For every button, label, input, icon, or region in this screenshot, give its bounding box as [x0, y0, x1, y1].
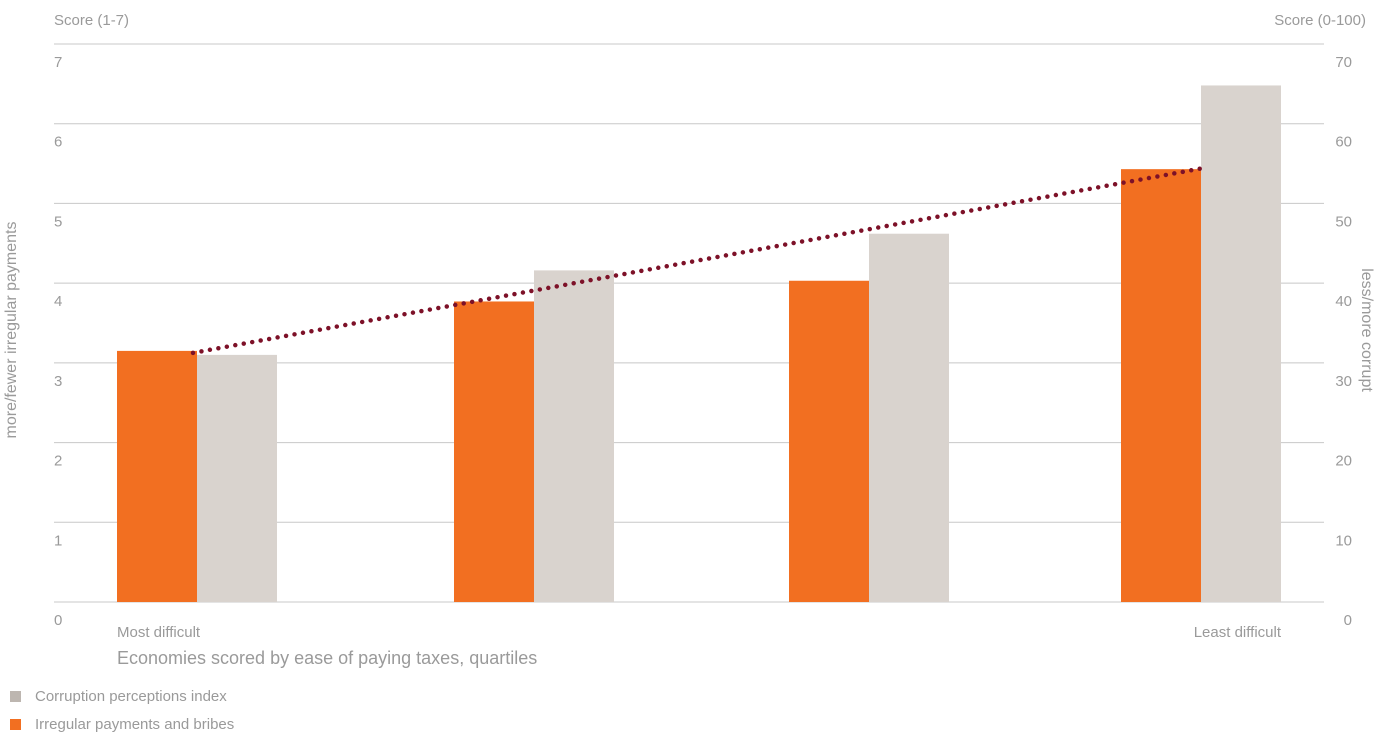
bar-cpi-1: [534, 270, 614, 602]
legend-label-cpi: Corruption perceptions index: [35, 687, 227, 705]
right-tick-label: 70: [1335, 54, 1352, 71]
left-tick-label: 3: [54, 373, 62, 390]
right-tick-label: 30: [1335, 373, 1352, 390]
left-tick-label: 6: [54, 134, 62, 151]
legend-item-cpi: Corruption perceptions index: [10, 682, 234, 710]
legend-label-bribes: Irregular payments and bribes: [35, 715, 235, 733]
right-axis-label: less/more corrupt: [1358, 268, 1375, 392]
left-tick-label: 0: [54, 612, 62, 629]
right-tick-label: 10: [1335, 532, 1352, 549]
right-axis-title: Score (0-100): [1274, 12, 1366, 29]
left-tick-label: 2: [54, 453, 62, 470]
left-tick-label: 1: [54, 532, 62, 549]
left-tick-label: 4: [54, 293, 62, 310]
trendline: [190, 165, 1206, 356]
category-label-last: Least difficult: [1194, 624, 1282, 641]
legend-swatch-bribes: [10, 718, 21, 730]
left-axis-label: more/fewer irregular payments: [3, 222, 20, 439]
left-tick-label: 7: [54, 54, 62, 71]
left-axis-title: Score (1-7): [54, 12, 129, 29]
bar-bribes-3: [1121, 169, 1201, 602]
bar-cpi-2: [869, 233, 949, 602]
bar-bribes-2: [789, 280, 869, 602]
trendline-dots: [190, 165, 1206, 356]
bar-cpi-0: [197, 354, 277, 602]
legend: Corruption perceptions index Irregular p…: [10, 682, 234, 738]
right-tick-label: 0: [1344, 612, 1352, 629]
right-tick-label: 60: [1335, 134, 1352, 151]
legend-swatch-cpi: [10, 690, 21, 702]
x-axis-title: Economies scored by ease of paying taxes…: [117, 648, 537, 668]
bar-cpi-3: [1201, 85, 1281, 603]
bars: [117, 85, 1281, 603]
legend-item-bribes: Irregular payments and bribes: [10, 710, 234, 738]
right-tick-label: 40: [1335, 293, 1352, 310]
right-tick-label: 20: [1335, 453, 1352, 470]
bar-bribes-0: [117, 350, 197, 602]
right-tick-label: 50: [1335, 213, 1352, 230]
left-tick-label: 5: [54, 213, 62, 230]
bar-bribes-1: [454, 301, 534, 602]
category-label-first: Most difficult: [117, 624, 201, 641]
